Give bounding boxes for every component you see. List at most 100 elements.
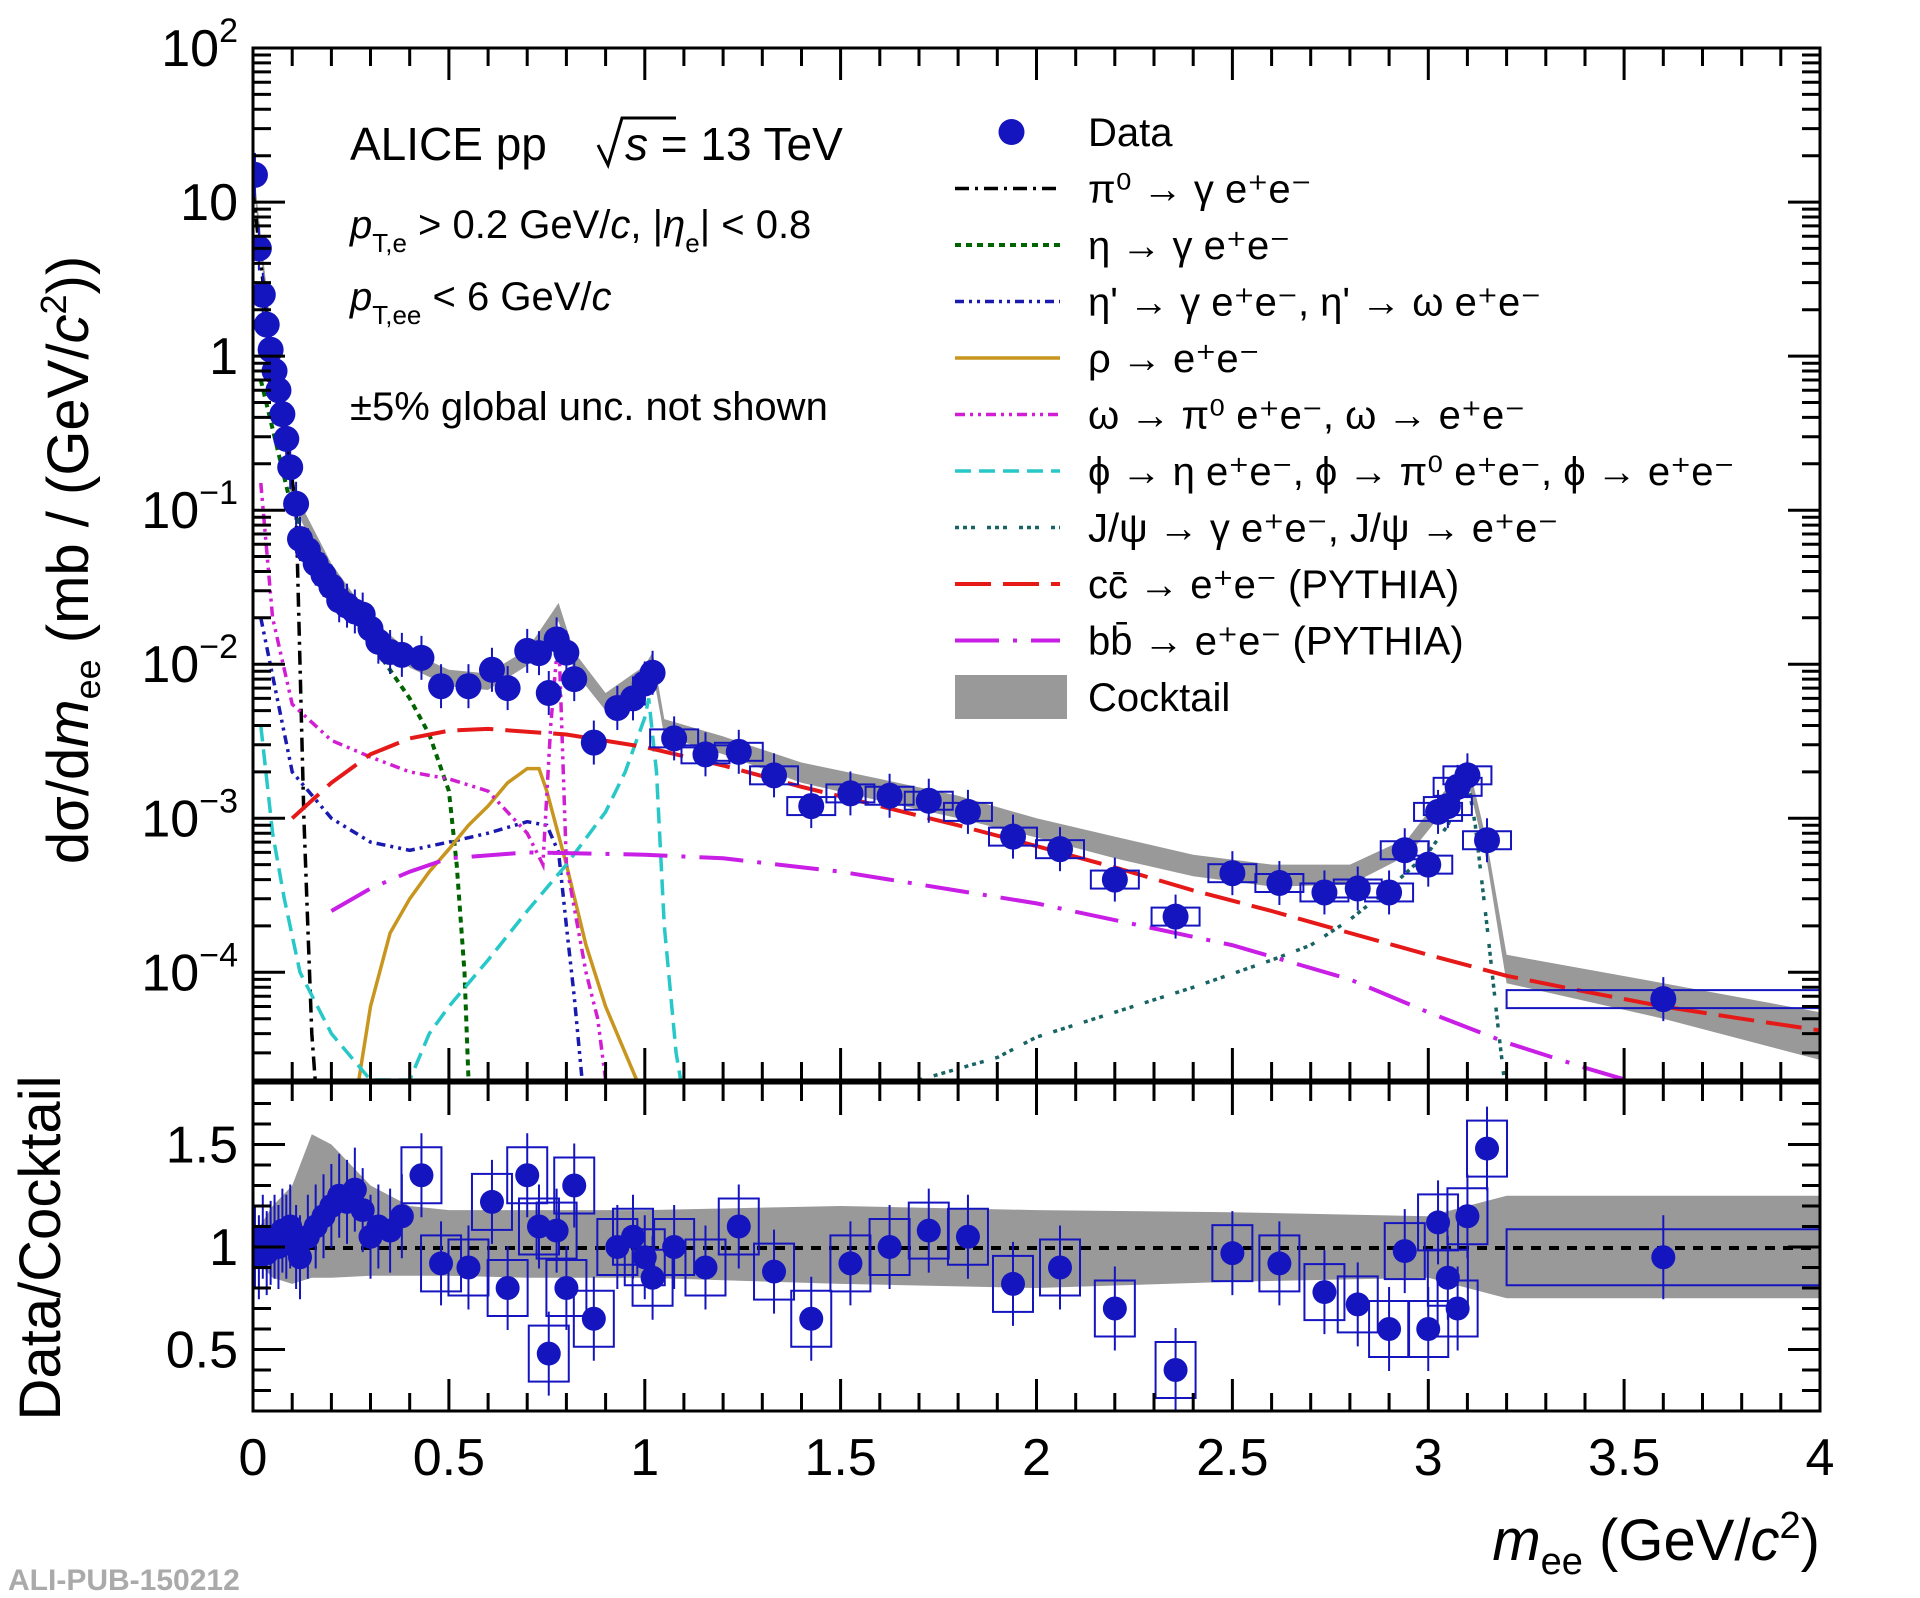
- ratio-point-28: [495, 1276, 520, 1300]
- ratio-point-55: [1312, 1280, 1337, 1305]
- data-point-28: [494, 675, 521, 702]
- data-point-41: [692, 741, 719, 768]
- data-point-23: [388, 641, 415, 668]
- legend-label-etap: η' → γ e⁺e⁻, η' → ω e⁺e⁻: [1088, 281, 1541, 325]
- sqrt-s-label: s = 13 TeV: [625, 118, 843, 170]
- data-point-52: [1162, 903, 1189, 930]
- ratio-point-53: [1220, 1241, 1245, 1266]
- bottom-y-tick-labels: 0.5 1 1.5: [166, 1117, 238, 1380]
- data-point-40: [661, 725, 688, 752]
- info-line-1: ALICE pp: [350, 118, 547, 170]
- bottom-y-tick-label-2: 1.5: [166, 1117, 238, 1175]
- info-line-2: pT,e > 0.2 GeV/c, |ηe| < 0.8: [349, 203, 811, 258]
- ratio-point-41: [693, 1255, 718, 1280]
- legend-symbol-data: [998, 119, 1025, 145]
- data-point-25: [428, 673, 455, 700]
- ratio-point-32: [544, 1218, 569, 1243]
- bottom-y-axis-title: Data/Cocktail: [8, 1076, 73, 1421]
- data-point-27: [478, 656, 505, 683]
- top-y-tick-label-5: 10: [180, 174, 238, 232]
- data-point-42: [725, 738, 752, 765]
- data-point-48: [954, 798, 981, 825]
- data-point-54: [1266, 870, 1293, 897]
- ratio-point-47: [916, 1218, 941, 1243]
- top-y-tick-label-3: 10−1: [141, 474, 238, 540]
- curve-bbbar: [330, 850, 1634, 1080]
- x-tick-label-2: 1: [630, 1429, 659, 1487]
- ratio-point-58: [1392, 1239, 1417, 1264]
- top-y-tick-label-0: 10−4: [141, 936, 238, 1002]
- data-point-65: [1650, 986, 1677, 1013]
- data-point-31: [535, 680, 562, 707]
- ratio-point-27: [479, 1189, 504, 1214]
- ratio-point-38: [632, 1245, 657, 1270]
- legend-label-omega: ω → π⁰ e⁺e⁻, ω → e⁺e⁻: [1088, 394, 1525, 438]
- data-point-45: [837, 780, 864, 807]
- x-axis-title: mee (GeV/c2): [1492, 1505, 1820, 1583]
- data-point-55: [1311, 879, 1338, 906]
- curve-etap: [259, 617, 584, 1080]
- ratio-point-39: [640, 1265, 665, 1290]
- curve-omega: [259, 482, 608, 1080]
- ratio-point-63: [1455, 1204, 1480, 1229]
- data-point-39: [639, 659, 666, 686]
- data-point-63: [1454, 762, 1481, 789]
- top-y-tick-label-4: 1: [209, 328, 238, 386]
- publication-id: ALI-PUB-150212: [8, 1564, 240, 1597]
- ratio-point-34: [562, 1173, 587, 1198]
- data-point-46: [876, 782, 903, 809]
- data-point-6: [265, 377, 292, 404]
- data-point-53: [1219, 860, 1246, 887]
- x-tick-label-8: 4: [1806, 1429, 1835, 1487]
- data-point-57: [1376, 879, 1403, 906]
- top-y-tick-label-6: 102: [161, 12, 238, 78]
- legend-label-bbbar: bb̄ → e⁺e⁻ (PYTHIA): [1088, 620, 1464, 664]
- data-point-3: [253, 311, 280, 338]
- top-tick-marks: [251, 48, 1822, 1082]
- top-panel: 10−4 10−3 10−2 10−1 1 10 102: [141, 12, 1822, 1082]
- legend-label-cocktail: Cocktail: [1088, 676, 1230, 720]
- data-point-0: [253, 161, 268, 188]
- bottom-axis-ticks: [251, 1081, 1822, 1413]
- legend-label-pi0: π⁰ → γ e⁺e⁻: [1088, 168, 1312, 212]
- legend-label-eta: η → γ e⁺e⁻: [1088, 224, 1290, 268]
- legend-label-ccbar: cc̄ → e⁺e⁻ (PYTHIA): [1088, 563, 1459, 607]
- data-points: [253, 152, 1820, 1022]
- data-point-43: [761, 762, 788, 789]
- curve-phi: [259, 698, 683, 1080]
- x-tick-label-7: 3.5: [1588, 1429, 1660, 1487]
- legend-symbol-cocktail: [955, 675, 1067, 719]
- ratio-points: [253, 1106, 1820, 1411]
- top-y-tick-labels: 10−4 10−3 10−2 10−1 1 10 102: [141, 12, 238, 1002]
- ratio-point-45: [838, 1251, 863, 1276]
- ratio-point-65: [1651, 1245, 1676, 1270]
- data-point-64: [1474, 827, 1501, 854]
- ratio-point-31: [536, 1341, 561, 1366]
- x-tick-label-3: 1.5: [804, 1429, 876, 1487]
- legend: Data π⁰ → γ e⁺e⁻ η → γ e⁺e⁻ η' → γ e⁺e⁻, η'…: [955, 111, 1735, 720]
- top-y-tick-label-1: 10−3: [141, 782, 238, 848]
- data-point-30: [525, 640, 552, 667]
- curve-rho: [357, 766, 639, 1080]
- legend-label-jpsi: J/ψ → γ e⁺e⁻, J/ψ → e⁺e⁻: [1088, 507, 1559, 551]
- ratio-point-33: [554, 1276, 579, 1300]
- data-point-26: [455, 673, 482, 700]
- x-tick-labels: 0 0.5 1 1.5 2 2.5 3 3.5 4: [239, 1429, 1835, 1487]
- x-tick-label-4: 2: [1022, 1429, 1051, 1487]
- data-point-61: [1434, 793, 1461, 820]
- sqrt-symbol: [596, 116, 676, 170]
- ratio-point-24: [409, 1163, 434, 1188]
- ratio-point-44: [799, 1306, 824, 1331]
- ratio-point-43: [762, 1259, 787, 1284]
- ratio-point-35: [581, 1306, 606, 1331]
- ratio-point-51: [1102, 1296, 1127, 1321]
- bottom-tick-marks: [251, 1081, 1822, 1413]
- x-tick-label-1: 0.5: [413, 1429, 485, 1487]
- data-point-35: [580, 729, 607, 756]
- ratio-point-57: [1377, 1317, 1402, 1341]
- top-axis-ticks: [251, 48, 1822, 1082]
- ratio-point-29: [515, 1163, 540, 1188]
- ratio-point-62: [1445, 1296, 1470, 1321]
- ratio-point-42: [726, 1214, 751, 1239]
- ratio-point-56: [1345, 1292, 1370, 1317]
